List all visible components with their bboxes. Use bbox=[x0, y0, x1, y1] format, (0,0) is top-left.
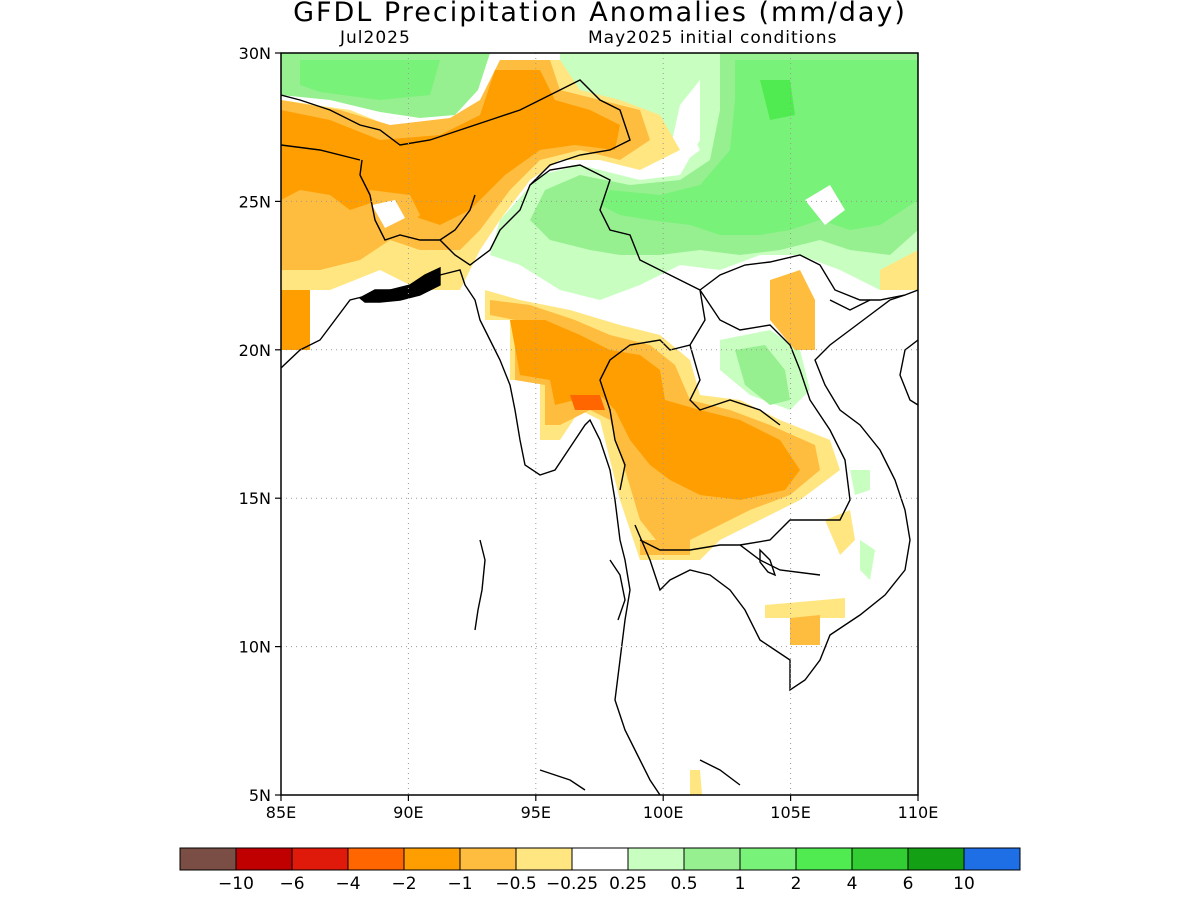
anomaly-region bbox=[825, 510, 855, 555]
colorbar-swatch bbox=[459, 847, 517, 871]
coastline bbox=[634, 289, 918, 692]
colorbar-label: 0.5 bbox=[670, 874, 697, 894]
lon-tick-label: 85E bbox=[266, 803, 296, 822]
country-border bbox=[699, 289, 851, 546]
anomaly-region bbox=[372, 200, 405, 228]
colorbar-swatch bbox=[347, 847, 405, 871]
colorbar: −10 −6 −4 −2 −1 −0.5 −0.25 0.25 0.5 1 2 4 6 10 bbox=[179, 847, 1021, 894]
colorbar-label: 2 bbox=[791, 874, 802, 894]
anomaly-region bbox=[570, 395, 605, 410]
colorbar-swatch bbox=[627, 847, 685, 871]
lon-tick-label: 110E bbox=[898, 803, 939, 822]
colorbar-label: −6 bbox=[279, 874, 304, 894]
country-border bbox=[281, 79, 631, 266]
lon-tick-label: 100E bbox=[643, 803, 684, 822]
map-title: GFDL Precipitation Anomalies (mm/day) bbox=[293, 0, 907, 28]
lon-tick-label: 105E bbox=[770, 803, 811, 822]
coastline bbox=[699, 759, 741, 786]
colorbar-swatch bbox=[291, 847, 349, 871]
map-frame bbox=[280, 52, 919, 796]
lat-tick-label: 15N bbox=[239, 489, 271, 508]
colorbar-swatch bbox=[851, 847, 909, 871]
colorbar-label: −0.5 bbox=[495, 874, 536, 894]
coastline bbox=[539, 769, 586, 791]
colorbar-swatch bbox=[795, 847, 853, 871]
lat-tick-label: 20N bbox=[239, 341, 271, 360]
coastline bbox=[899, 339, 918, 406]
anomaly-region bbox=[770, 270, 815, 350]
anomaly-region bbox=[860, 540, 875, 580]
anomaly-region bbox=[805, 185, 845, 225]
anomaly-region bbox=[560, 53, 720, 150]
colorbar-label: −1 bbox=[447, 874, 472, 894]
lat-tick-label: 30N bbox=[239, 44, 271, 63]
colorbar-swatch bbox=[515, 847, 573, 871]
anomaly-region bbox=[760, 80, 795, 120]
lat-tick-label: 5N bbox=[249, 786, 271, 805]
colorbar-swatch bbox=[907, 847, 965, 871]
coastline-borders bbox=[281, 79, 918, 795]
lake bbox=[759, 548, 777, 577]
lon-tick-label: 95E bbox=[521, 803, 551, 822]
colorbar-swatch bbox=[235, 847, 293, 871]
anomaly-region bbox=[640, 540, 690, 555]
lat-tick-label: 10N bbox=[239, 638, 271, 657]
colorbar-label: 0.25 bbox=[609, 874, 647, 894]
colorbar-label: −0.25 bbox=[546, 874, 598, 894]
country-border bbox=[639, 539, 821, 576]
country-border bbox=[689, 344, 781, 426]
colorbar-label: −10 bbox=[218, 874, 254, 894]
anomaly-region bbox=[690, 770, 702, 795]
country-border bbox=[281, 144, 361, 161]
axis-ticks: 85E 90E 95E 100E 105E 110E 5N 10N 15N 20N 25N 30N bbox=[239, 44, 939, 822]
initial-conditions: May2025 initial conditions bbox=[588, 28, 838, 48]
anomaly-region bbox=[281, 290, 310, 350]
anomaly-region bbox=[790, 615, 820, 645]
colorbar-label: 1 bbox=[735, 874, 746, 894]
forecast-month: Jul2025 bbox=[340, 28, 411, 48]
anomaly-region bbox=[300, 60, 440, 100]
anomaly-region bbox=[670, 130, 700, 165]
anomaly-region bbox=[735, 345, 790, 405]
colorbar-swatch bbox=[179, 847, 237, 871]
anomaly-region bbox=[765, 598, 845, 618]
colorbar-label: −4 bbox=[335, 874, 360, 894]
grid-lines bbox=[281, 53, 918, 795]
anomaly-region bbox=[510, 320, 800, 500]
country-border bbox=[439, 194, 476, 241]
coastline bbox=[829, 299, 871, 311]
lat-tick-label: 25N bbox=[239, 192, 271, 211]
colorbar-swatch bbox=[683, 847, 741, 871]
colorbar-label: 10 bbox=[953, 874, 975, 894]
lon-tick-label: 90E bbox=[393, 803, 423, 822]
anomaly-region bbox=[850, 470, 870, 495]
colorbar-label: 6 bbox=[903, 874, 914, 894]
colorbar-swatch bbox=[739, 847, 797, 871]
colorbar-swatch bbox=[963, 847, 1021, 871]
anomaly-region bbox=[600, 60, 918, 235]
colorbar-swatch bbox=[571, 847, 629, 871]
coastline bbox=[358, 266, 441, 303]
colorbar-label: 4 bbox=[847, 874, 858, 894]
coastline bbox=[474, 539, 486, 631]
colorbar-label: −2 bbox=[391, 874, 416, 894]
country-border bbox=[529, 164, 706, 491]
anomaly-region bbox=[880, 250, 918, 290]
coastline bbox=[609, 559, 626, 621]
colorbar-swatch bbox=[403, 847, 461, 871]
anomaly-field bbox=[281, 53, 918, 795]
